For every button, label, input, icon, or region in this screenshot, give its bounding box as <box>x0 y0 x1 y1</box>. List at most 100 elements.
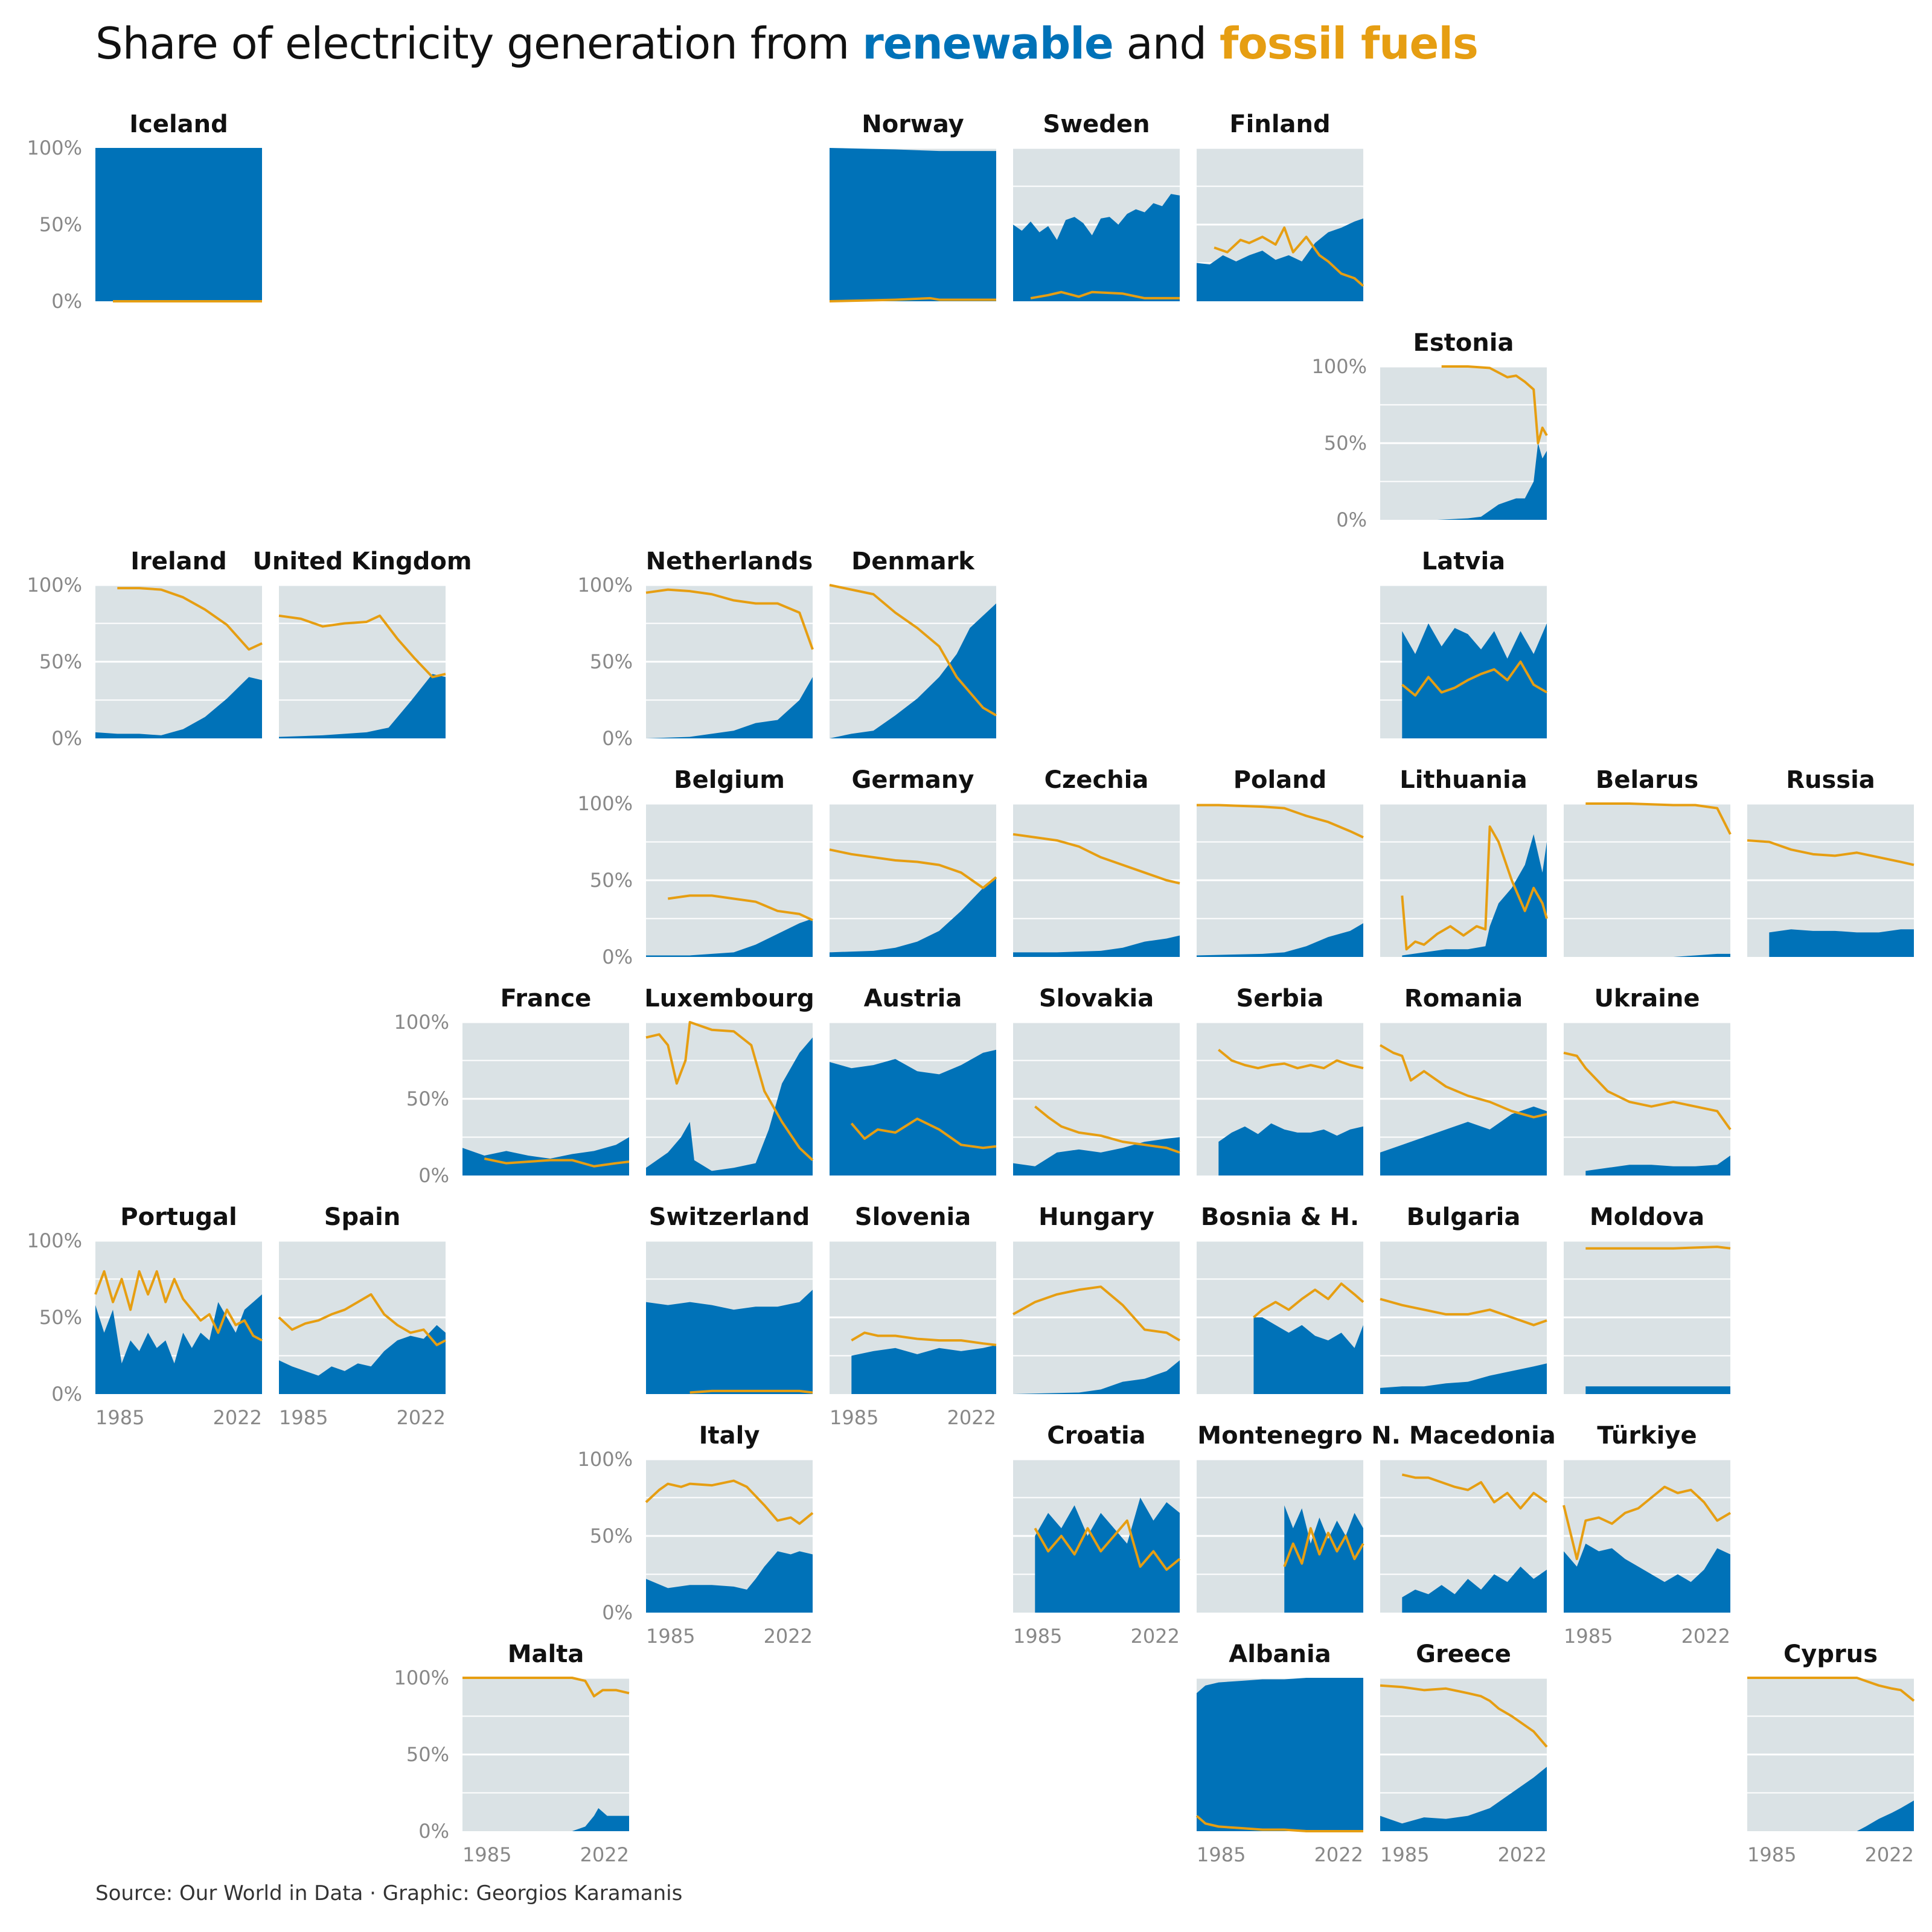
panel-slovakia: Slovakia <box>1013 985 1180 1176</box>
fossil-line <box>1218 1049 1364 1070</box>
y-tick-label: 0% <box>1336 508 1367 531</box>
panel-title: Belarus <box>1596 766 1698 794</box>
y-tick-label: 0% <box>51 727 82 750</box>
fossil-line <box>1380 1297 1547 1326</box>
panel-title: Cyprus <box>1783 1640 1878 1668</box>
x-tick-label: 1985 <box>1747 1843 1796 1866</box>
panel-title: Luxembourg <box>644 985 814 1012</box>
panel-serbia: Serbia <box>1197 985 1364 1176</box>
fossil-line <box>1563 1051 1732 1130</box>
panel-title: Ukraine <box>1594 985 1700 1012</box>
panel-ukraine: Ukraine <box>1563 985 1732 1176</box>
fossil-line <box>1747 1677 1915 1702</box>
panel-poland: Poland <box>1197 766 1364 957</box>
x-tick-label: 2022 <box>580 1843 629 1866</box>
panel-title: Serbia <box>1236 985 1324 1012</box>
panel-montenegro: Montenegro <box>1197 1422 1364 1613</box>
panel-title: Italy <box>699 1422 760 1450</box>
renewable-area <box>830 603 996 738</box>
fossil-line <box>1747 839 1914 866</box>
renewable-area <box>1197 218 1363 301</box>
panel-title: Austria <box>864 985 962 1012</box>
fossil-line <box>829 584 997 717</box>
fossil-line <box>117 587 263 651</box>
renewable-area <box>1197 923 1363 957</box>
y-tick-label: 100% <box>578 792 633 815</box>
fossil-line <box>1380 1684 1548 1748</box>
panel-title: Bulgaria <box>1407 1203 1521 1231</box>
fossil-line <box>484 1157 630 1168</box>
fossil-line <box>829 848 997 889</box>
renewable-area <box>462 1808 629 1831</box>
panel-finland: Finland <box>1197 110 1364 301</box>
x-tick-label: 2022 <box>1681 1625 1730 1648</box>
fossil-line <box>462 1677 630 1698</box>
renewable-area <box>851 1345 996 1394</box>
y-tick-label: 50% <box>406 1087 449 1110</box>
panel-czechia: Czechia <box>1012 766 1180 957</box>
panel-title: Netherlands <box>646 548 813 575</box>
panel-moldova: Moldova <box>1564 1203 1731 1394</box>
panel-title: Latvia <box>1422 548 1505 575</box>
x-tick-label: 1985 <box>95 1406 144 1429</box>
renewable-area <box>1402 1566 1547 1613</box>
fossil-line <box>1585 1246 1731 1250</box>
y-tick-label: 100% <box>27 574 82 597</box>
renewable-area <box>1747 1800 1914 1831</box>
panel-title: Finland <box>1229 110 1330 138</box>
panel-hungary: Hungary <box>1012 1203 1181 1394</box>
fossil-line <box>1401 661 1548 697</box>
title-prefix: Share of electricity generation from <box>95 18 863 69</box>
panel-portugal: Portugal 0% 50% 100% 1985 2022 <box>27 1203 263 1429</box>
x-tick-label: 2022 <box>1131 1625 1180 1648</box>
renewable-area <box>1564 953 1730 957</box>
panel-slovenia: Slovenia 1985 2022 <box>830 1203 997 1429</box>
renewable-area <box>1380 1363 1547 1394</box>
renewable-area <box>1035 1497 1180 1613</box>
panel-title: Ireland <box>130 548 227 575</box>
panel-title: Malta <box>508 1640 584 1668</box>
x-tick-label: 1985 <box>1013 1625 1062 1648</box>
y-tick-label: 100% <box>27 136 82 159</box>
y-tick-label: 50% <box>1324 432 1367 455</box>
y-tick-label: 50% <box>406 1743 449 1766</box>
panel-greece: Greece 1985 2022 <box>1380 1640 1548 1866</box>
panel-sweden: Sweden <box>1013 110 1180 301</box>
panel-title: Iceland <box>129 110 228 138</box>
renewable-area <box>279 674 446 738</box>
title-fossil: fossil fuels <box>1220 18 1479 69</box>
panel-title: Belgium <box>674 766 785 794</box>
panel-albania: Albania 1985 2022 <box>1195 1640 1363 1866</box>
renewable-area <box>1380 1106 1547 1176</box>
renewable-area <box>1218 1123 1363 1176</box>
renewable-area <box>830 148 996 301</box>
panel-title: Switzerland <box>649 1203 810 1231</box>
fossil-line <box>1253 1282 1364 1319</box>
fossil-line <box>829 296 996 302</box>
y-tick-label: 0% <box>602 1601 633 1624</box>
y-tick-label: 0% <box>418 1820 449 1843</box>
x-tick-label: 1985 <box>646 1625 695 1648</box>
renewable-area <box>646 677 813 738</box>
fossil-line <box>1197 804 1364 839</box>
renewable-area <box>95 677 262 738</box>
panel-title: Czechia <box>1044 766 1149 794</box>
x-tick-label: 2022 <box>1314 1843 1363 1866</box>
x-tick-label: 1985 <box>830 1406 878 1429</box>
panel-title: N. Macedonia <box>1371 1422 1556 1450</box>
panel-title: France <box>501 985 592 1012</box>
x-tick-label: 1985 <box>279 1406 328 1429</box>
panel-norway: Norway <box>829 110 996 302</box>
panel-title: Russia <box>1786 766 1875 794</box>
x-tick-label: 2022 <box>397 1406 446 1429</box>
fossil-line <box>1012 1285 1181 1342</box>
fossil-line <box>278 614 446 679</box>
panel-united-kingdom: United Kingdom <box>252 548 472 738</box>
panel-croatia: Croatia 1985 2022 <box>1013 1422 1181 1648</box>
panel-austria: Austria <box>830 985 997 1176</box>
x-tick-label: 2022 <box>764 1625 813 1648</box>
renewable-area <box>1253 1317 1363 1394</box>
panel-romania: Romania <box>1379 985 1547 1176</box>
y-tick-label: 50% <box>39 1306 82 1329</box>
